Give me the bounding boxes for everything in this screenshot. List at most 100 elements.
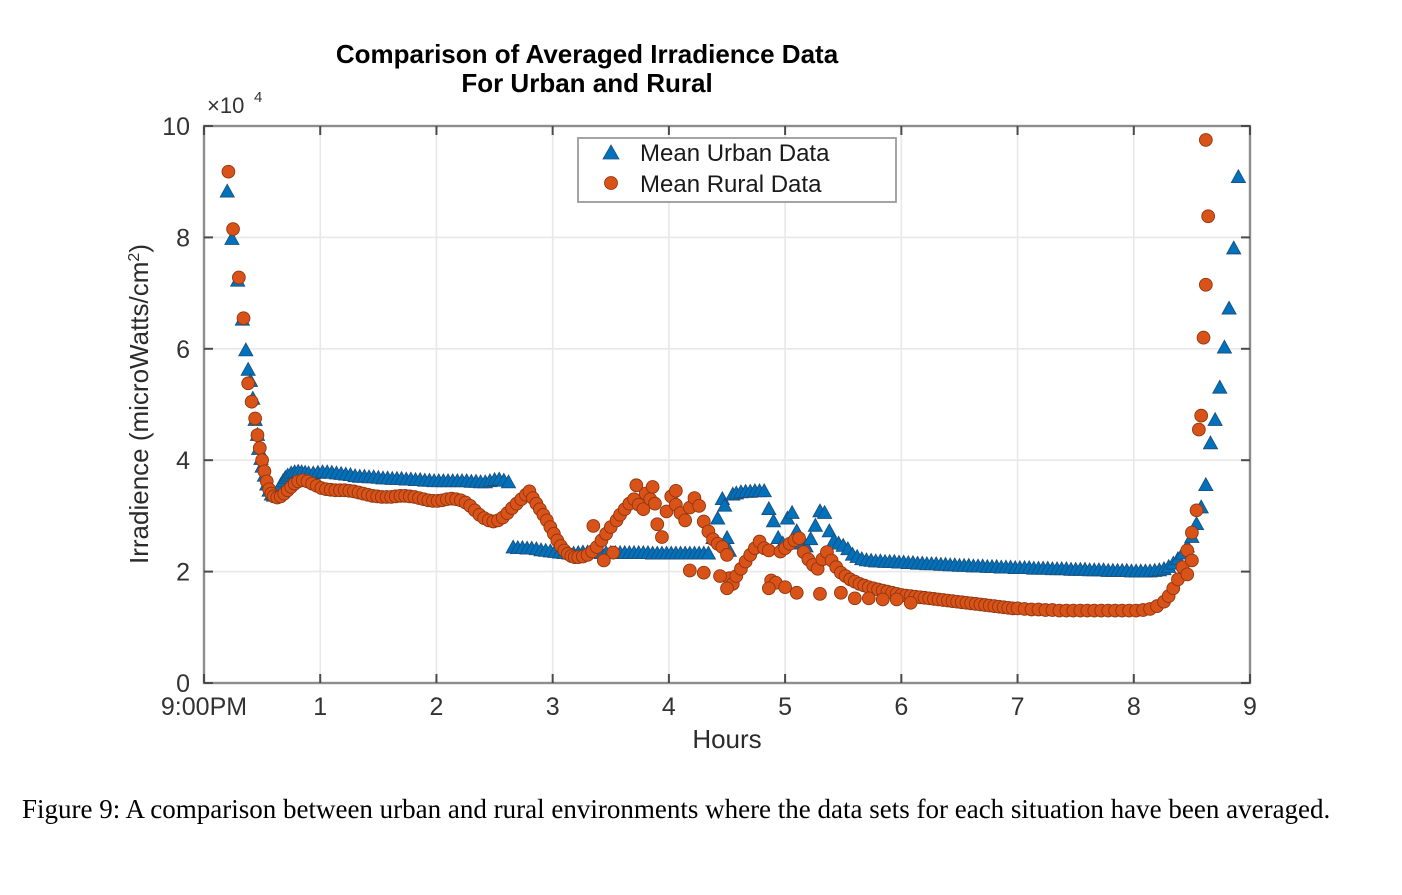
data-point: [1230, 168, 1247, 184]
y-tick-label: 0: [176, 670, 190, 698]
data-point: [650, 517, 665, 532]
data-point: [847, 591, 862, 606]
legend-marker-triangle-icon: [602, 144, 620, 160]
chart-legend[interactable]: Mean Urban Data Mean Rural Data: [577, 137, 897, 203]
legend-box: [577, 137, 897, 203]
data-point: [756, 483, 772, 498]
data-point: [648, 496, 662, 511]
data-point: [682, 563, 697, 578]
data-point: [875, 592, 890, 607]
data-point: [784, 504, 800, 519]
y-axis-exponent-power: 4: [254, 89, 262, 106]
x-tick-label: 6: [894, 693, 908, 721]
data-point: [248, 411, 262, 426]
data-point: [903, 595, 918, 610]
data-point: [692, 499, 706, 513]
data-point: [1216, 339, 1233, 354]
axis-box: [202, 124, 1252, 685]
data-point: [1225, 240, 1242, 255]
y-tick-label: 10: [162, 113, 190, 141]
x-tick-label: 1: [313, 693, 327, 721]
chart-title-line1: Comparison of Averaged Irradience Data: [336, 39, 839, 69]
data-point: [659, 504, 674, 519]
data-point: [629, 478, 644, 493]
data-point: [596, 553, 611, 568]
data-point: [1194, 408, 1209, 423]
x-tick-label: 7: [1011, 693, 1025, 721]
figure-caption: Figure 9: A comparison between urban and…: [22, 794, 1331, 824]
data-point: [241, 376, 256, 391]
gridlines: [204, 126, 1250, 683]
y-axis-label-superscript: 2: [126, 253, 143, 262]
data-point: [678, 513, 693, 528]
data-point: [655, 530, 669, 544]
data-point: [232, 270, 246, 285]
data-point: [1201, 209, 1216, 224]
data-point: [713, 569, 727, 583]
data-point: [1198, 277, 1213, 292]
legend-label-rural: Mean Rural Data: [640, 171, 822, 198]
legend-label-urban: Mean Urban Data: [640, 140, 830, 167]
data-point: [1211, 379, 1228, 394]
data-point: [500, 474, 517, 489]
y-axis-tick-labels: 0 2 4 6 8 10: [162, 113, 190, 698]
data-point: [250, 428, 265, 442]
data-point: [252, 441, 267, 455]
data-point: [236, 311, 251, 326]
data-point: [645, 480, 660, 494]
legend-marker-circle-icon: [604, 176, 618, 190]
x-tick-label: 4: [662, 693, 676, 721]
data-point: [861, 591, 876, 606]
x-tick-label: 5: [778, 693, 792, 721]
data-point: [816, 504, 833, 519]
data-point: [807, 517, 824, 532]
data-point: [1207, 411, 1223, 426]
data-point: [765, 513, 782, 528]
data-point: [1198, 476, 1214, 492]
data-point: [238, 342, 254, 357]
data-point: [821, 523, 838, 538]
y-axis-label-suffix: ): [124, 244, 154, 253]
y-tick-label: 8: [176, 224, 190, 252]
data-point: [224, 230, 240, 245]
data-point: [586, 519, 601, 533]
data-point: [636, 502, 651, 517]
data-point: [720, 581, 734, 596]
data-point: [669, 483, 683, 498]
figure-container: Comparison of Averaged Irradience Data F…: [124, 39, 1257, 754]
data-point: [716, 497, 733, 512]
y-tick-label: 2: [176, 559, 190, 587]
data-point: [802, 530, 819, 546]
plot-area: [204, 126, 1250, 683]
x-tick-label: 9: [1243, 693, 1257, 721]
chart-title-line2: For Urban and Rural: [461, 68, 712, 98]
data-point: [226, 222, 240, 236]
data-point: [813, 587, 827, 601]
data-point: [789, 585, 804, 600]
data-point: [761, 581, 776, 596]
y-axis-exponent-base: ×10: [207, 93, 244, 118]
data-point: [720, 548, 734, 562]
data-point: [1198, 133, 1213, 147]
data-point: [1221, 300, 1237, 315]
data-point: [606, 545, 620, 560]
data-point: [761, 500, 777, 515]
y-tick-label: 6: [176, 336, 190, 364]
y-axis-label-prefix: Irradience (microWatts/cm: [124, 262, 154, 564]
x-axis-label: Hours: [692, 724, 761, 754]
data-point: [221, 164, 236, 179]
axis-ticks: [203, 125, 1251, 684]
x-tick-label: 8: [1127, 693, 1141, 721]
data-point: [889, 592, 904, 607]
y-tick-label: 4: [176, 447, 190, 475]
data-point: [834, 585, 848, 600]
data-point: [244, 394, 259, 409]
x-tick-label: 3: [546, 693, 560, 721]
data-point: [219, 183, 236, 198]
data-point: [1202, 435, 1219, 450]
data-point: [778, 580, 792, 595]
data-point: [696, 565, 711, 580]
data-point: [1180, 567, 1195, 582]
data-point: [761, 543, 776, 558]
data-point: [700, 545, 717, 560]
